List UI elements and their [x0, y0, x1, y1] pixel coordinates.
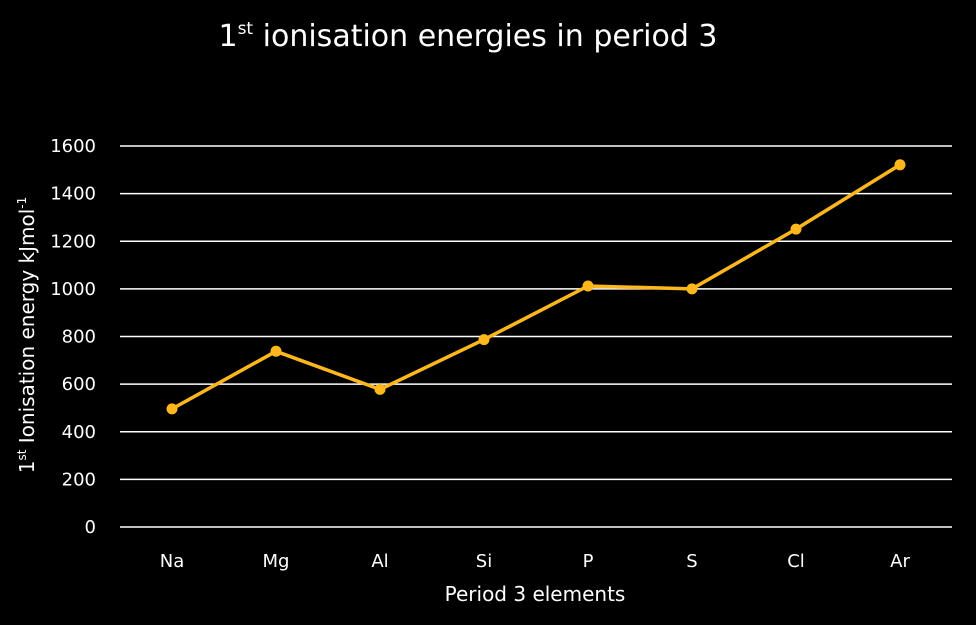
x-tick-label: S: [686, 551, 697, 572]
data-point-s: [686, 283, 698, 295]
series-layer: [166, 159, 906, 415]
y-tick-label: 1200: [50, 231, 96, 252]
x-tick-label: Mg: [263, 551, 290, 572]
data-point-na: [166, 403, 178, 415]
x-tick-label: Al: [371, 551, 388, 572]
y-tick-label: 800: [62, 327, 96, 348]
data-point-si: [478, 334, 490, 346]
data-point-al: [374, 383, 386, 395]
y-tick-label: 1000: [50, 279, 96, 300]
series-line: [170, 163, 902, 411]
x-tick-label: P: [583, 551, 594, 572]
gridlines: [120, 145, 952, 528]
x-tick-label: Ar: [890, 551, 910, 572]
y-axis-ticks: 0 200 400 600 800 1000 1200 1400 1600: [50, 136, 96, 538]
x-tick-label: Si: [476, 551, 492, 572]
x-tick-label: Na: [160, 551, 185, 572]
y-tick-label: 200: [62, 469, 96, 490]
y-axis-label: 1st Ionisation energy kJmol-1: [15, 197, 39, 474]
x-axis-ticks: Na Mg Al Si P S Cl Ar: [160, 551, 911, 572]
data-point-cl: [790, 223, 802, 235]
data-point-mg: [270, 345, 282, 357]
y-tick-label: 600: [62, 374, 96, 395]
chart-title: 1st ionisation energies in period 3: [218, 19, 717, 54]
y-tick-label: 1600: [50, 136, 96, 157]
y-tick-label: 1400: [50, 184, 96, 205]
y-tick-label: 0: [85, 517, 96, 538]
data-point-p: [582, 280, 594, 292]
data-point-ar: [894, 159, 906, 171]
y-tick-label: 400: [62, 422, 96, 443]
x-axis-label: Period 3 elements: [445, 582, 626, 606]
x-tick-label: Cl: [787, 551, 805, 572]
